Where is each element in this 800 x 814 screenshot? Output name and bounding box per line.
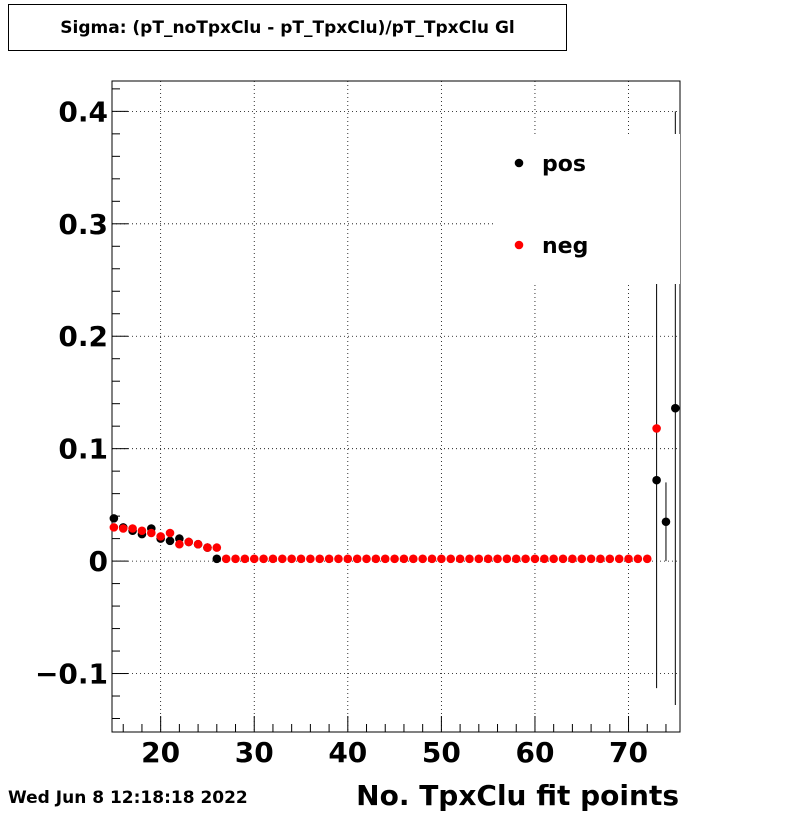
- y-tick-label: 0.4: [58, 95, 108, 128]
- x-tick-label: 60: [515, 736, 554, 769]
- legend-marker-pos: [514, 158, 524, 168]
- data-point-neg: [118, 524, 128, 533]
- data-point-neg: [240, 554, 250, 564]
- data-point-neg: [568, 554, 577, 564]
- y-tick-label: 0.3: [58, 208, 108, 241]
- data-point-pos: [671, 403, 680, 413]
- data-point-neg: [287, 554, 296, 564]
- data-point-neg: [558, 554, 568, 564]
- data-point-neg: [268, 554, 278, 564]
- data-point-neg: [624, 554, 633, 564]
- y-tick-label: −0.1: [35, 658, 108, 691]
- data-point-neg: [380, 554, 390, 564]
- data-point-neg: [577, 554, 587, 564]
- data-point-pos: [661, 517, 671, 527]
- x-tick-label: 30: [235, 736, 274, 769]
- data-point-neg: [399, 554, 409, 564]
- data-point-neg: [633, 554, 643, 564]
- data-point-neg: [642, 554, 652, 564]
- data-point-neg: [324, 554, 334, 564]
- data-point-neg: [409, 554, 418, 564]
- y-tick-label: 0: [89, 545, 108, 578]
- data-point-neg: [212, 543, 222, 552]
- data-point-neg: [137, 526, 147, 536]
- chart-title: Sigma: (pT_noTpxClu - pT_TpxClu)/pT_TpxC…: [8, 4, 567, 51]
- data-point-neg: [165, 528, 175, 538]
- data-point-neg: [362, 554, 371, 564]
- data-point-neg: [296, 554, 306, 564]
- legend-label-neg: neg: [542, 234, 588, 259]
- data-point-neg: [596, 554, 605, 564]
- x-axis-label: No. TpxClu fit points: [356, 779, 679, 812]
- data-point-neg: [605, 554, 615, 564]
- data-point-neg: [203, 543, 212, 552]
- x-tick-label: 50: [422, 736, 461, 769]
- data-point-neg: [193, 539, 203, 549]
- data-point-pos: [165, 536, 175, 546]
- data-point-neg: [156, 532, 165, 541]
- x-tick-label: 20: [141, 736, 180, 769]
- data-point-neg: [586, 554, 596, 564]
- data-point-neg: [175, 539, 184, 549]
- data-point-neg: [446, 554, 456, 564]
- data-point-neg: [231, 554, 240, 564]
- data-point-pos: [212, 554, 222, 564]
- data-point-neg: [549, 554, 558, 564]
- y-tick-label: 0.1: [58, 433, 108, 466]
- data-point-neg: [530, 554, 540, 564]
- data-point-neg: [278, 554, 287, 564]
- data-point-neg: [465, 554, 474, 564]
- legend-marker-neg: [514, 240, 524, 250]
- data-point-neg: [652, 424, 661, 433]
- y-tick-label: 0.2: [58, 320, 108, 353]
- data-point-neg: [221, 554, 231, 564]
- data-point-neg: [493, 554, 502, 564]
- data-point-neg: [614, 554, 624, 564]
- data-point-neg: [249, 554, 259, 564]
- data-point-neg: [511, 554, 521, 564]
- data-point-neg: [455, 554, 465, 564]
- x-tick-label: 40: [328, 736, 367, 769]
- data-point-pos: [109, 514, 119, 523]
- data-point-neg: [427, 554, 437, 564]
- data-point-neg: [483, 554, 493, 564]
- data-point-neg: [343, 554, 353, 564]
- data-point-neg: [334, 554, 343, 564]
- data-point-neg: [437, 554, 446, 564]
- data-point-neg: [128, 524, 137, 533]
- data-point-neg: [371, 554, 381, 564]
- data-point-neg: [109, 523, 119, 532]
- data-point-pos: [652, 475, 661, 485]
- data-point-neg: [474, 554, 484, 564]
- legend-label-pos: pos: [542, 152, 586, 177]
- data-point-neg: [259, 554, 268, 564]
- legend-box: [496, 134, 680, 284]
- data-point-neg: [540, 554, 549, 564]
- data-point-neg: [147, 528, 156, 538]
- timestamp: Wed Jun 8 12:18:18 2022: [8, 788, 248, 808]
- data-point-neg: [502, 554, 512, 564]
- data-point-neg: [418, 554, 427, 564]
- data-point-neg: [306, 554, 315, 564]
- data-point-neg: [315, 554, 325, 564]
- x-tick-label: 70: [609, 736, 648, 769]
- data-point-neg: [352, 554, 362, 564]
- data-point-neg: [521, 554, 530, 564]
- data-point-neg: [184, 537, 194, 547]
- data-point-neg: [390, 554, 399, 564]
